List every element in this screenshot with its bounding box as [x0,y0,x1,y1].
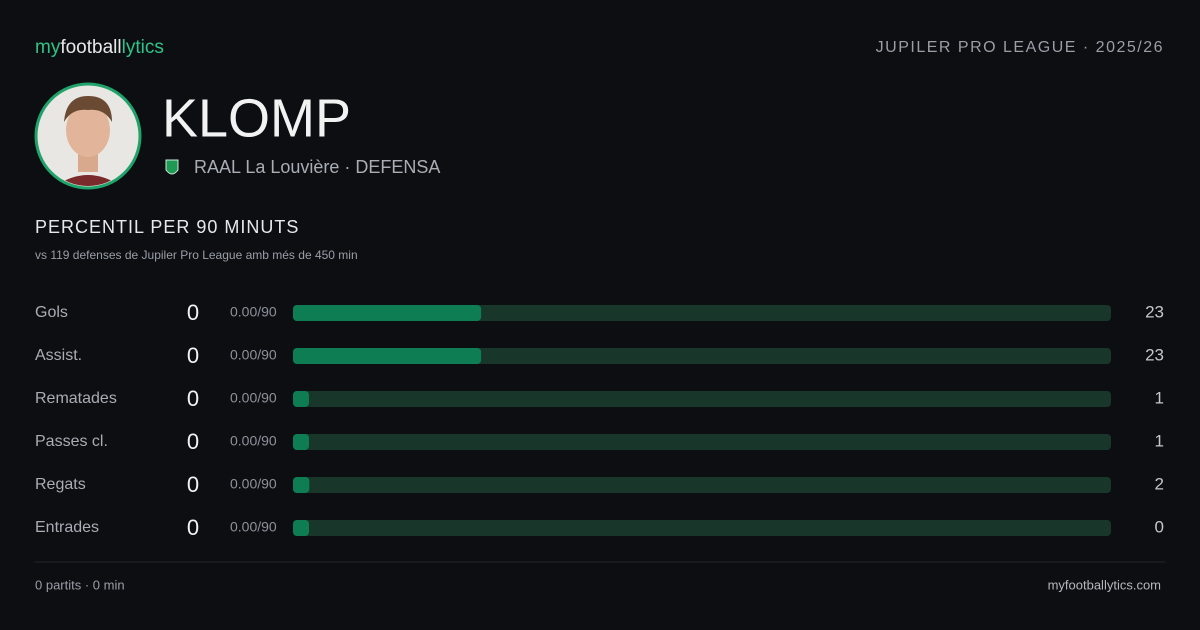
percentile-label: 1 [1155,431,1164,450]
bar-track [293,520,1111,536]
metric-per90: 0.00/90 [230,347,277,363]
metric-per90: 0.00/90 [230,304,277,320]
percentile-label: 1 [1155,388,1164,407]
bar [293,348,482,364]
metric-label: Gols [35,304,68,321]
bar [293,434,309,450]
percentile-label: 0 [1155,517,1164,536]
metric-label: Passes cl. [35,433,108,450]
bar [293,391,309,407]
section-subtitle: vs 119 defenses de Jupiler Pro League am… [35,248,358,262]
percentile-label: 23 [1145,302,1164,321]
metric-label: Assist. [35,347,82,364]
metric-value: 0 [187,386,199,411]
metric-value: 0 [187,429,199,454]
bar-track [293,477,1111,493]
logo: myfootballlytics [35,37,164,58]
metric-per90: 0.00/90 [230,433,277,449]
bar-track [293,391,1111,407]
metric-label: Entrades [35,519,99,536]
metrics: Gols 0 0.00/90 23 Assist. 0 0.00/90 23 Rematades… [35,300,1164,540]
metric-value: 0 [187,300,199,325]
club: RAAL La Louvière · DEFENSA [194,157,440,177]
metric-value: 0 [187,343,199,368]
bar [293,305,482,321]
metric-per90: 0.00/90 [230,476,277,492]
club-badge [165,159,179,175]
bar-track [293,348,1111,364]
bar [293,477,310,493]
percentile-label: 2 [1155,474,1164,493]
logo-part: football [60,37,121,58]
metric-value: 0 [187,472,199,497]
avatar [34,82,142,190]
bar-track [293,434,1111,450]
bar [293,520,309,536]
logo-part: my [35,37,61,58]
metric-per90: 0.00/90 [230,390,277,406]
metric-per90: 0.00/90 [230,519,277,535]
footer-site: myfootballytics.com [1048,577,1161,592]
metric-label: Rematades [35,390,117,407]
footer-stats: 0 partits · 0 min [35,577,125,592]
metric-label: Regats [35,476,86,493]
percentile-label: 23 [1145,345,1164,364]
metric-value: 0 [187,515,199,540]
section-title: PERCENTIL PER 90 MINUTS [35,217,299,237]
bar-track [293,305,1111,321]
logo-part: lytics [122,37,164,58]
player-name: KLOMP [162,88,351,148]
league: JUPILER PRO LEAGUE · 2025/26 [876,39,1164,56]
